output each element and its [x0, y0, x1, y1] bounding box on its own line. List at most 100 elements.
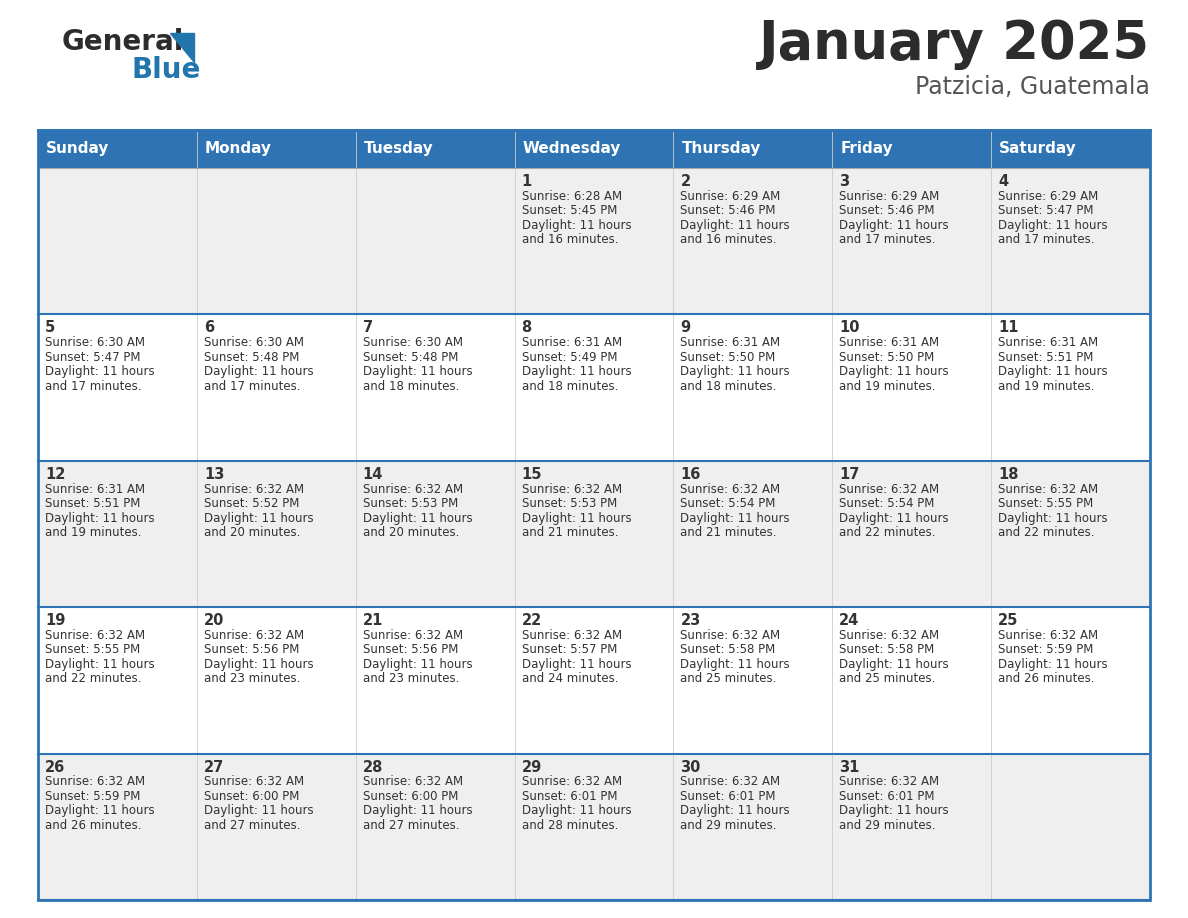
Text: Sunset: 5:53 PM: Sunset: 5:53 PM	[522, 497, 617, 510]
Text: Sunset: 5:58 PM: Sunset: 5:58 PM	[681, 644, 776, 656]
Text: Daylight: 11 hours: Daylight: 11 hours	[998, 658, 1107, 671]
Text: Sunset: 6:01 PM: Sunset: 6:01 PM	[839, 789, 935, 803]
Text: Sunrise: 6:32 AM: Sunrise: 6:32 AM	[522, 483, 621, 496]
Text: General: General	[62, 28, 184, 56]
Text: and 16 minutes.: and 16 minutes.	[681, 233, 777, 246]
Text: and 20 minutes.: and 20 minutes.	[204, 526, 301, 539]
Text: and 16 minutes.: and 16 minutes.	[522, 233, 618, 246]
Text: 8: 8	[522, 320, 532, 335]
Text: Daylight: 11 hours: Daylight: 11 hours	[522, 365, 631, 378]
Text: Sunrise: 6:30 AM: Sunrise: 6:30 AM	[362, 336, 462, 349]
Text: Sunset: 5:54 PM: Sunset: 5:54 PM	[681, 497, 776, 510]
Text: Daylight: 11 hours: Daylight: 11 hours	[681, 658, 790, 671]
Text: 5: 5	[45, 320, 56, 335]
Text: and 23 minutes.: and 23 minutes.	[204, 673, 301, 686]
Text: 27: 27	[204, 759, 225, 775]
Text: 15: 15	[522, 466, 542, 482]
Text: and 19 minutes.: and 19 minutes.	[839, 380, 936, 393]
Text: Sunrise: 6:29 AM: Sunrise: 6:29 AM	[839, 190, 940, 203]
Text: and 18 minutes.: and 18 minutes.	[362, 380, 459, 393]
Text: and 17 minutes.: and 17 minutes.	[45, 380, 141, 393]
Text: 16: 16	[681, 466, 701, 482]
Text: and 25 minutes.: and 25 minutes.	[839, 673, 936, 686]
Text: Daylight: 11 hours: Daylight: 11 hours	[522, 511, 631, 524]
Text: Sunrise: 6:31 AM: Sunrise: 6:31 AM	[522, 336, 621, 349]
Text: Sunset: 5:46 PM: Sunset: 5:46 PM	[681, 204, 776, 218]
Text: Sunrise: 6:32 AM: Sunrise: 6:32 AM	[204, 629, 304, 642]
Text: Patzicia, Guatemala: Patzicia, Guatemala	[915, 75, 1150, 99]
Text: 2: 2	[681, 174, 690, 189]
Text: and 17 minutes.: and 17 minutes.	[998, 233, 1094, 246]
Bar	[38, 314, 1150, 461]
Text: Sunday: Sunday	[46, 141, 109, 156]
Text: and 24 minutes.: and 24 minutes.	[522, 673, 618, 686]
Text: Daylight: 11 hours: Daylight: 11 hours	[839, 218, 949, 231]
Text: Sunrise: 6:32 AM: Sunrise: 6:32 AM	[204, 776, 304, 789]
Text: Sunrise: 6:32 AM: Sunrise: 6:32 AM	[839, 629, 940, 642]
Text: Sunrise: 6:32 AM: Sunrise: 6:32 AM	[362, 776, 463, 789]
Text: Sunset: 5:48 PM: Sunset: 5:48 PM	[362, 351, 459, 364]
Text: Sunrise: 6:32 AM: Sunrise: 6:32 AM	[522, 776, 621, 789]
Text: Sunrise: 6:30 AM: Sunrise: 6:30 AM	[204, 336, 304, 349]
Text: Sunset: 6:00 PM: Sunset: 6:00 PM	[204, 789, 299, 803]
Text: Sunrise: 6:32 AM: Sunrise: 6:32 AM	[839, 776, 940, 789]
Text: and 17 minutes.: and 17 minutes.	[204, 380, 301, 393]
Text: Sunset: 5:56 PM: Sunset: 5:56 PM	[362, 644, 459, 656]
Text: 21: 21	[362, 613, 383, 628]
Text: Sunset: 5:49 PM: Sunset: 5:49 PM	[522, 351, 617, 364]
Text: Daylight: 11 hours: Daylight: 11 hours	[362, 804, 473, 817]
Text: 4: 4	[998, 174, 1009, 189]
Text: Sunset: 5:58 PM: Sunset: 5:58 PM	[839, 644, 935, 656]
Text: Daylight: 11 hours: Daylight: 11 hours	[839, 511, 949, 524]
Text: Daylight: 11 hours: Daylight: 11 hours	[681, 804, 790, 817]
Text: 12: 12	[45, 466, 65, 482]
Text: Sunset: 5:50 PM: Sunset: 5:50 PM	[681, 351, 776, 364]
Text: Sunrise: 6:32 AM: Sunrise: 6:32 AM	[362, 483, 463, 496]
Text: Sunset: 5:57 PM: Sunset: 5:57 PM	[522, 644, 617, 656]
Text: Sunset: 5:50 PM: Sunset: 5:50 PM	[839, 351, 935, 364]
Text: Sunset: 5:45 PM: Sunset: 5:45 PM	[522, 204, 617, 218]
Text: and 19 minutes.: and 19 minutes.	[45, 526, 141, 539]
Text: Sunset: 5:53 PM: Sunset: 5:53 PM	[362, 497, 457, 510]
Text: Sunrise: 6:28 AM: Sunrise: 6:28 AM	[522, 190, 621, 203]
Text: and 22 minutes.: and 22 minutes.	[839, 526, 936, 539]
Polygon shape	[170, 33, 194, 62]
Text: Daylight: 11 hours: Daylight: 11 hours	[998, 365, 1107, 378]
Text: 19: 19	[45, 613, 65, 628]
Text: Sunrise: 6:32 AM: Sunrise: 6:32 AM	[45, 776, 145, 789]
Text: Daylight: 11 hours: Daylight: 11 hours	[839, 365, 949, 378]
Bar	[38, 130, 1150, 168]
Text: and 29 minutes.: and 29 minutes.	[681, 819, 777, 832]
Text: and 27 minutes.: and 27 minutes.	[204, 819, 301, 832]
Text: 7: 7	[362, 320, 373, 335]
Bar	[38, 754, 1150, 900]
Text: 20: 20	[204, 613, 225, 628]
Text: Sunset: 5:51 PM: Sunset: 5:51 PM	[998, 351, 1093, 364]
Text: Daylight: 11 hours: Daylight: 11 hours	[362, 511, 473, 524]
Text: 3: 3	[839, 174, 849, 189]
Text: 29: 29	[522, 759, 542, 775]
Text: Sunrise: 6:32 AM: Sunrise: 6:32 AM	[998, 483, 1098, 496]
Text: Daylight: 11 hours: Daylight: 11 hours	[204, 658, 314, 671]
Text: Daylight: 11 hours: Daylight: 11 hours	[362, 365, 473, 378]
Bar	[38, 130, 1150, 900]
Text: 10: 10	[839, 320, 860, 335]
Text: and 28 minutes.: and 28 minutes.	[522, 819, 618, 832]
Text: 25: 25	[998, 613, 1018, 628]
Text: Sunrise: 6:32 AM: Sunrise: 6:32 AM	[204, 483, 304, 496]
Text: Sunrise: 6:31 AM: Sunrise: 6:31 AM	[45, 483, 145, 496]
Text: 22: 22	[522, 613, 542, 628]
Text: Sunrise: 6:31 AM: Sunrise: 6:31 AM	[998, 336, 1098, 349]
Text: Sunset: 5:59 PM: Sunset: 5:59 PM	[45, 789, 140, 803]
Text: 13: 13	[204, 466, 225, 482]
Text: and 22 minutes.: and 22 minutes.	[998, 526, 1094, 539]
Text: Sunset: 5:59 PM: Sunset: 5:59 PM	[998, 644, 1093, 656]
Text: Daylight: 11 hours: Daylight: 11 hours	[45, 804, 154, 817]
Text: Blue: Blue	[132, 56, 202, 84]
Text: Sunset: 5:46 PM: Sunset: 5:46 PM	[839, 204, 935, 218]
Text: Monday: Monday	[204, 141, 272, 156]
Text: Daylight: 11 hours: Daylight: 11 hours	[204, 365, 314, 378]
Bar	[38, 168, 1150, 314]
Text: Daylight: 11 hours: Daylight: 11 hours	[839, 804, 949, 817]
Text: Thursday: Thursday	[682, 141, 760, 156]
